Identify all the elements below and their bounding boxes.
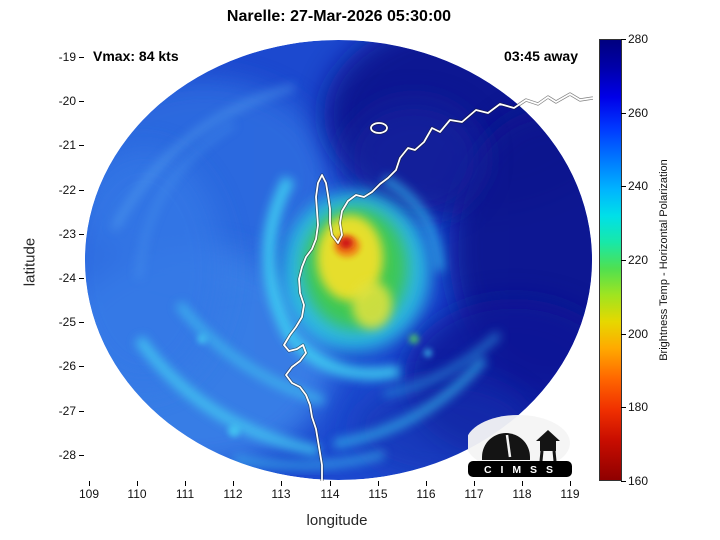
y-tick-label: -21 [38, 137, 84, 153]
colorbar-tick-label: 280 [621, 31, 662, 47]
x-tick-label: 109 [65, 481, 113, 501]
y-tick-label: -27 [38, 403, 84, 419]
dark-region [344, 99, 484, 219]
colorbar-tick-label: 160 [621, 473, 662, 489]
y-tick-label: -25 [38, 314, 84, 330]
y-axis-label: latitude [21, 237, 39, 287]
x-tick-label: 117 [450, 481, 498, 501]
colorbar-tick-label: 180 [621, 399, 662, 415]
cloud-streak [110, 83, 295, 231]
y-tick-label: -20 [38, 93, 84, 109]
x-tick-label: 116 [402, 481, 450, 501]
brightness-temp-field [85, 40, 592, 480]
speckle [424, 349, 432, 357]
cloud-band [85, 149, 224, 389]
x-tick-label: 111 [161, 481, 209, 501]
x-tick-label: 115 [354, 481, 402, 501]
y-tick-label: -28 [38, 447, 84, 463]
y-tick-label: -22 [38, 182, 84, 198]
storm-center-red-core [339, 237, 353, 249]
rainband [333, 356, 488, 449]
plot-area: Vmax: 84 kts 03:45 away C I M S S [84, 39, 593, 481]
eta-annotation: 03:45 away [504, 48, 578, 64]
island-outline [370, 122, 388, 134]
colorbar-tick-label: 240 [621, 178, 662, 194]
rainband [233, 450, 386, 470]
rainband [383, 331, 502, 398]
colorbar [599, 39, 622, 481]
y-tick-label: -24 [38, 270, 84, 286]
x-tick-label: 112 [209, 481, 257, 501]
colorbar-tick-label: 260 [621, 105, 662, 121]
rainband [134, 335, 321, 457]
swath-image [85, 40, 593, 481]
x-tick-label: 114 [306, 481, 354, 501]
cloud-streak [136, 121, 236, 280]
plot-title: Narelle: 27-Mar-2026 05:30:00 [226, 8, 452, 25]
speckle [197, 334, 207, 344]
speckle [409, 334, 419, 344]
y-tick-label: -23 [38, 226, 84, 242]
cimss-banner [468, 461, 572, 477]
speckle [228, 425, 240, 437]
colorbar-tick-label: 200 [621, 326, 662, 342]
cimss-logo-text: C I M S S [484, 464, 556, 476]
observatory-dome-icon [482, 433, 530, 460]
y-tick-label: -26 [38, 358, 84, 374]
coastline [282, 92, 593, 481]
rainband [381, 174, 445, 272]
x-tick-label: 118 [498, 481, 546, 501]
cimss-logo: C I M S S [468, 415, 572, 477]
colorbar-tick-label: 220 [621, 252, 662, 268]
x-axis-label: longitude [306, 512, 368, 529]
core-yellow-region [352, 281, 392, 329]
vmax-annotation: Vmax: 84 kts [93, 48, 179, 64]
y-tick-label: -19 [38, 49, 84, 65]
water-tower-icon [536, 430, 560, 462]
x-tick-label: 119 [546, 481, 594, 501]
x-tick-label: 113 [257, 481, 305, 501]
x-tick-label: 110 [113, 481, 161, 501]
rainband [175, 301, 326, 406]
colorbar-label: Brightness Temp - Horizontal Polarizatio… [658, 159, 670, 361]
